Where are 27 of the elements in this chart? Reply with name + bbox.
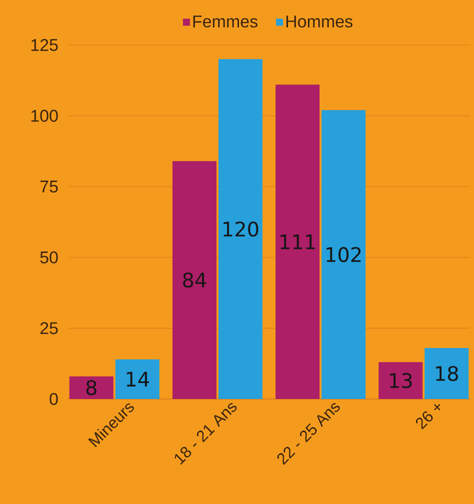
data-label: 18 bbox=[436, 366, 458, 382]
bar bbox=[424, 348, 469, 399]
data-label: 111 bbox=[280, 234, 315, 250]
legend-label: Hommes bbox=[286, 16, 352, 28]
y-tick-label: 25 bbox=[40, 322, 58, 334]
bar bbox=[115, 359, 160, 399]
data-label: 120 bbox=[224, 222, 258, 237]
data-label: 8 bbox=[86, 380, 96, 396]
data-label: 102 bbox=[326, 247, 361, 262]
bar bbox=[172, 161, 216, 399]
y-tick-label: 125 bbox=[31, 38, 58, 52]
data-label: 14 bbox=[126, 372, 149, 386]
bar bbox=[378, 362, 423, 399]
bar bbox=[276, 84, 320, 399]
data-label: 84 bbox=[183, 272, 206, 288]
bar bbox=[322, 110, 366, 399]
bar bbox=[218, 59, 262, 399]
x-tick-label: 26 + bbox=[416, 404, 440, 430]
y-tick-label: 75 bbox=[40, 180, 58, 193]
y-tick-label: 0 bbox=[50, 392, 58, 406]
bar bbox=[69, 376, 114, 399]
y-tick-label: 100 bbox=[31, 110, 58, 122]
legend-label: Femmes bbox=[193, 16, 258, 28]
x-tick-label: 18 - 21 Ans bbox=[174, 403, 237, 465]
x-tick-label: 22 - 25 Ans bbox=[277, 403, 340, 465]
data-label: 13 bbox=[390, 373, 412, 388]
y-tick-label: 50 bbox=[40, 251, 58, 264]
